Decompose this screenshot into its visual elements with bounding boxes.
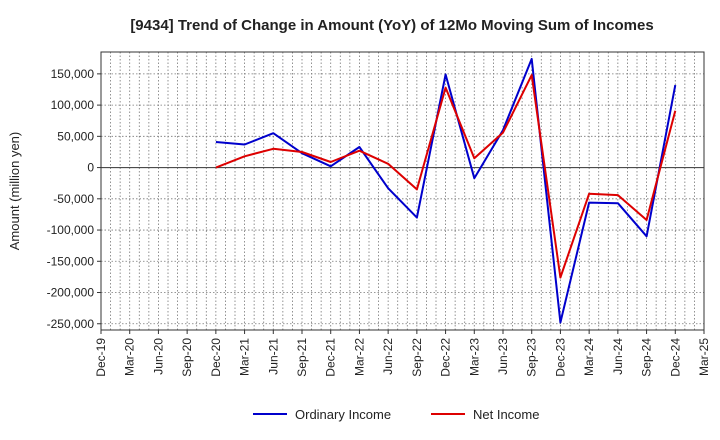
x-tick-label: Jun-22 (381, 338, 395, 375)
x-tick-label: Mar-24 (582, 338, 596, 376)
x-tick-label: Sep-22 (410, 338, 424, 377)
x-tick-label: Dec-20 (209, 338, 223, 377)
y-tick-label: -50,000 (53, 192, 94, 206)
x-tick-label: Dec-19 (94, 338, 108, 377)
x-tick-label: Dec-24 (668, 338, 682, 377)
y-axis-label: Amount (million yen) (7, 132, 22, 251)
y-tick-label: 50,000 (57, 129, 94, 143)
chart-title: [9434] Trend of Change in Amount (YoY) o… (130, 17, 653, 34)
y-tick-label: 0 (87, 161, 94, 175)
plot-frame (100, 51, 705, 331)
x-tick-label: Jun-21 (266, 338, 280, 375)
y-tick-label: -200,000 (47, 286, 95, 300)
x-tick-label: Mar-20 (123, 338, 137, 376)
series-line-net-income (215, 74, 677, 279)
x-tick-label: Sep-24 (640, 338, 654, 377)
x-tick-label: Mar-22 (352, 338, 366, 376)
y-tick-label: -100,000 (47, 223, 95, 237)
x-tick-label: Dec-23 (553, 338, 567, 377)
x-tick-label: Dec-22 (439, 338, 453, 377)
y-tick-label: -150,000 (47, 254, 95, 268)
x-tick-label: Sep-21 (295, 338, 309, 377)
x-tick-label: Jun-24 (611, 338, 625, 375)
series-lines (215, 57, 677, 324)
legend-label-net-income: Net Income (473, 407, 539, 422)
x-tick-label: Sep-20 (180, 338, 194, 377)
x-tick-label: Jun-23 (496, 338, 510, 375)
legend: Ordinary Income Net Income (253, 407, 539, 422)
y-axis: 150,000 100,000 50,000 0 -50,000 -100,000 -150… (47, 67, 101, 331)
x-tick-label: Sep-23 (525, 338, 539, 377)
x-tick-label: Jun-20 (151, 338, 165, 375)
x-axis: Dec-19 Mar-20 Jun-20 Sep-20 Dec-20 Mar-21 Jun-… (94, 330, 711, 377)
x-tick-label: Mar-25 (697, 338, 711, 376)
x-tick-label: Mar-21 (238, 338, 252, 376)
x-tick-label: Dec-21 (324, 338, 338, 377)
y-tick-label: 100,000 (51, 98, 95, 112)
y-tick-label: 150,000 (51, 67, 95, 81)
series-line-ordinary-income (215, 57, 677, 324)
grid (101, 52, 704, 330)
legend-label-ordinary-income: Ordinary Income (295, 407, 391, 422)
x-tick-label: Mar-23 (467, 338, 481, 376)
y-tick-label: -250,000 (47, 317, 95, 331)
